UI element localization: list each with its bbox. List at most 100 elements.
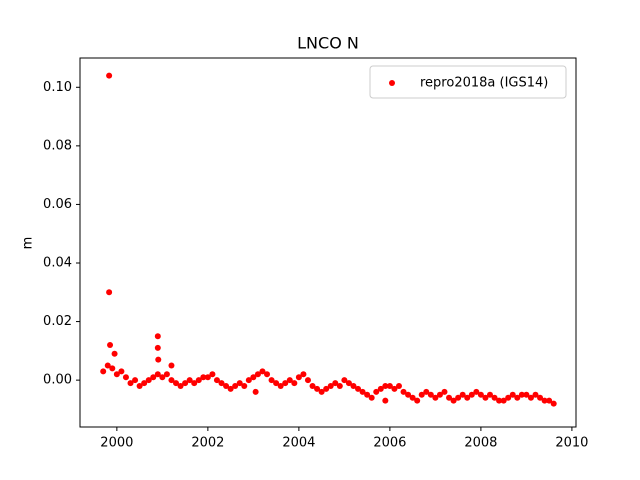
data-point	[395, 383, 402, 389]
data-point	[104, 362, 111, 369]
data-point	[127, 380, 134, 387]
data-point	[100, 368, 107, 375]
data-point	[518, 391, 525, 398]
data-point	[550, 400, 557, 407]
data-point	[496, 397, 503, 404]
data-point	[309, 383, 316, 389]
data-point	[436, 391, 443, 398]
data-point	[277, 383, 284, 389]
data-point	[527, 394, 534, 401]
data-point	[514, 394, 521, 401]
data-point	[409, 394, 416, 401]
data-point	[182, 380, 189, 387]
data-point	[350, 383, 357, 389]
y-tick-label: 0.02	[43, 314, 72, 329]
data-point	[464, 394, 471, 401]
data-point	[368, 394, 375, 401]
data-point	[273, 380, 280, 387]
data-point	[191, 380, 198, 387]
data-point	[300, 371, 307, 378]
data-point	[236, 380, 243, 387]
data-point	[111, 350, 118, 357]
data-point	[252, 388, 259, 395]
data-point	[509, 391, 516, 398]
data-point	[336, 383, 343, 389]
x-tick-label: 2006	[373, 436, 406, 451]
data-point	[382, 383, 389, 389]
data-point	[377, 385, 384, 392]
data-point	[314, 385, 321, 392]
data-point	[154, 344, 161, 351]
y-tick-label: 0.06	[43, 197, 72, 212]
x-tick-label: 2008	[464, 436, 497, 451]
data-point	[345, 380, 352, 387]
y-tick-label: 0.08	[43, 138, 72, 153]
data-point	[200, 374, 207, 381]
data-point	[414, 397, 421, 404]
data-point	[432, 394, 439, 401]
data-point	[373, 388, 380, 395]
x-tick-label: 2010	[555, 436, 588, 451]
data-point	[264, 371, 271, 378]
data-point	[405, 391, 412, 398]
data-point	[341, 377, 348, 384]
data-point	[168, 362, 175, 369]
data-point	[213, 377, 220, 384]
x-tick-label: 2000	[100, 436, 133, 451]
data-point	[150, 374, 157, 381]
data-point	[327, 383, 334, 389]
data-point	[400, 388, 407, 395]
data-point	[250, 374, 257, 381]
data-point	[132, 377, 139, 384]
data-point	[386, 383, 393, 389]
data-point	[155, 356, 162, 363]
data-point	[168, 377, 175, 384]
data-point	[154, 333, 161, 340]
y-tick-label: 0.10	[43, 80, 72, 95]
data-point	[109, 365, 116, 372]
data-point	[286, 377, 293, 384]
data-point	[204, 374, 211, 381]
data-point	[218, 380, 225, 387]
data-point	[391, 385, 398, 392]
legend-marker	[389, 80, 395, 86]
data-point	[163, 371, 170, 378]
data-point	[500, 397, 507, 404]
data-point	[546, 397, 553, 404]
data-point	[122, 374, 129, 381]
data-point	[505, 394, 512, 401]
data-point	[223, 383, 230, 389]
chart-title: LNCO N	[297, 34, 359, 53]
data-point	[245, 377, 252, 384]
data-point	[450, 397, 457, 404]
data-point	[459, 391, 466, 398]
data-point	[227, 385, 234, 392]
data-point	[113, 371, 120, 378]
data-point	[323, 385, 330, 392]
data-point	[318, 388, 325, 395]
legend-label: repro2018a (IGS14)	[420, 76, 548, 91]
data-point	[455, 394, 462, 401]
data-point	[332, 380, 339, 387]
legend-box	[369, 65, 567, 99]
data-point	[473, 388, 480, 395]
data-point	[418, 391, 425, 398]
data-point	[304, 377, 311, 384]
data-point	[209, 371, 216, 378]
data-point	[177, 383, 184, 389]
data-point	[259, 368, 266, 375]
data-point	[154, 371, 161, 378]
data-point	[537, 394, 544, 401]
data-point	[477, 391, 484, 398]
data-point	[482, 394, 489, 401]
y-axis-label: m	[21, 237, 36, 250]
data-point	[382, 397, 389, 404]
data-point	[446, 394, 453, 401]
data-point	[523, 391, 530, 398]
data-point	[145, 377, 152, 384]
data-point	[295, 374, 302, 381]
data-point	[173, 380, 180, 387]
data-point	[364, 391, 371, 398]
data-point	[241, 383, 248, 389]
